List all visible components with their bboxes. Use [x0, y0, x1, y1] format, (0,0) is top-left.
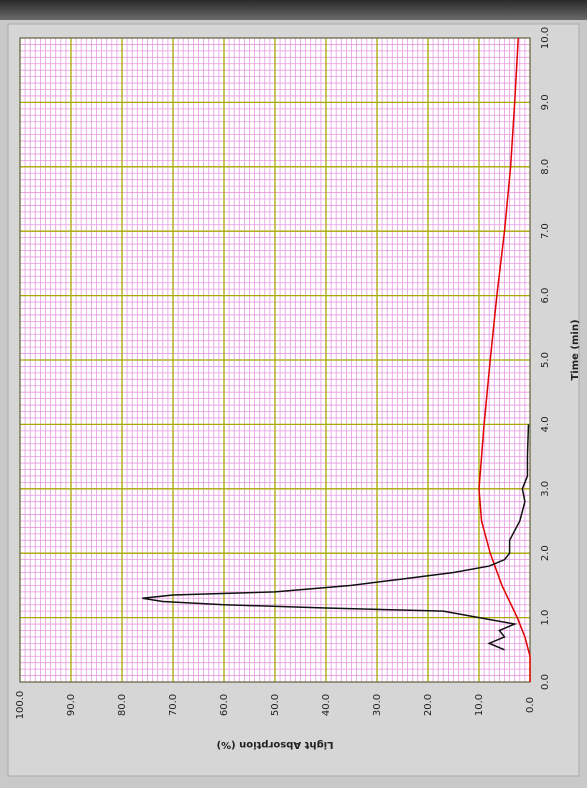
- y-tick-label: 50.0: [270, 694, 281, 716]
- x-tick-label: 8.0: [540, 159, 551, 175]
- y-tick-label: 40.0: [321, 694, 332, 716]
- y-tick-label: 20.0: [423, 694, 434, 716]
- data-line: [142, 424, 530, 651]
- title-bar: [0, 0, 587, 20]
- plot-border: [19, 37, 531, 683]
- x-axis-title: Time (min): [570, 319, 581, 380]
- y-tick-label: 10.0: [474, 694, 485, 716]
- x-tick-label: 0.0: [540, 674, 551, 690]
- x-tick-label: 1.0: [540, 610, 551, 626]
- data-line: [478, 37, 531, 682]
- y-tick-label: 70.0: [168, 694, 179, 716]
- y-tick-label: 100.0: [15, 691, 26, 720]
- y-tick-label: 90.0: [66, 694, 77, 716]
- y-tick-label: 0.0: [525, 697, 536, 713]
- x-tick-label: 3.0: [540, 481, 551, 497]
- y-tick-label: 30.0: [372, 694, 383, 716]
- x-tick-label: 6.0: [540, 288, 551, 304]
- y-axis-title: Light Absorption (%): [217, 739, 334, 750]
- x-tick-label: 2.0: [540, 545, 551, 561]
- y-tick-label: 80.0: [117, 694, 128, 716]
- x-tick-label: 5.0: [540, 352, 551, 368]
- x-tick-label: 7.0: [540, 223, 551, 239]
- chart: 0.0 1.0 2.0 3.0 4.0 5.0 6.0 7.0 8.0 9.0 10.0 0.0 10.…: [15, 27, 551, 719]
- x-tick-label: 10.0: [540, 27, 551, 49]
- x-tick-label: 4.0: [540, 416, 551, 432]
- x-tick-label: 9.0: [540, 94, 551, 110]
- y-tick-label: 60.0: [219, 694, 230, 716]
